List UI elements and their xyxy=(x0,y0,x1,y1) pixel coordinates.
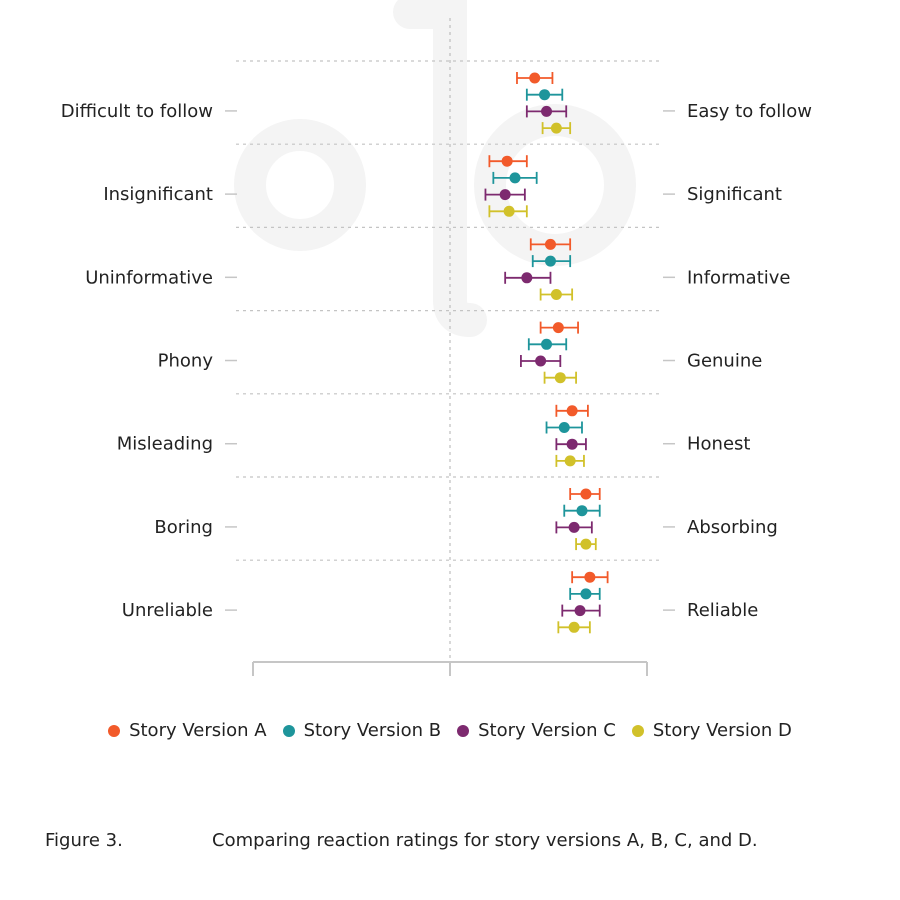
data-point xyxy=(541,105,553,117)
data-point xyxy=(568,521,580,533)
data-point xyxy=(580,588,592,600)
data-point xyxy=(544,255,556,267)
data-point xyxy=(552,322,564,334)
legend-marker xyxy=(457,724,470,737)
data-point xyxy=(580,488,592,500)
grid: Difficult to follow Easy to follow Insigni… xyxy=(61,18,812,676)
data-point xyxy=(566,405,578,417)
legend-item: Story Version D xyxy=(631,720,792,741)
scale-label-low: Difficult to follow xyxy=(61,101,213,122)
legend-label: Story Version D xyxy=(652,720,792,741)
watermark-logo xyxy=(234,0,636,337)
scale-label-high: Informative xyxy=(687,267,791,288)
chart-marks xyxy=(484,72,609,634)
data-point xyxy=(566,438,578,450)
legend-label: Story Version C xyxy=(478,720,616,741)
figure-caption: Figure 3. Comparing reaction ratings for … xyxy=(45,830,865,851)
scale-label-low: Unreliable xyxy=(122,600,213,621)
data-point xyxy=(541,338,553,350)
scale-label-low: Misleading xyxy=(117,434,213,455)
data-point xyxy=(554,372,566,384)
scale-label-low: Boring xyxy=(154,517,213,538)
data-point xyxy=(550,289,562,300)
legend-item: Story Version A xyxy=(108,720,267,741)
legend-item: Story Version C xyxy=(457,720,616,741)
data-point xyxy=(580,538,592,550)
scale-label-high: Absorbing xyxy=(687,517,778,538)
data-point xyxy=(544,238,556,250)
data-point xyxy=(576,505,588,517)
legend-marker xyxy=(631,724,644,737)
data-point xyxy=(574,605,586,617)
scale-label-high: Reliable xyxy=(687,600,758,621)
scale-label-high: Significant xyxy=(687,184,782,205)
scale-label-high: Easy to follow xyxy=(687,101,812,122)
data-point xyxy=(550,122,562,134)
data-point xyxy=(529,72,541,84)
data-point xyxy=(521,272,533,284)
caption-label: Figure 3. xyxy=(45,830,123,851)
legend-marker xyxy=(282,724,295,737)
data-point xyxy=(539,89,551,101)
scale-label-high: Genuine xyxy=(687,351,762,372)
scale-label-high: Honest xyxy=(687,434,750,455)
scale-label-low: Uninformative xyxy=(85,267,213,288)
legend-marker xyxy=(108,724,121,737)
data-point xyxy=(584,571,596,583)
caption-text: Comparing reaction ratings for story ver… xyxy=(212,830,758,851)
data-point xyxy=(503,205,515,217)
legend-label: Story Version A xyxy=(129,720,267,741)
legend: Story Version A Story Version B Story Vers… xyxy=(0,720,900,741)
legend-label: Story Version B xyxy=(303,720,442,741)
scale-label-low: Phony xyxy=(158,351,214,372)
data-point xyxy=(564,455,576,467)
data-point xyxy=(535,355,547,367)
legend-item: Story Version B xyxy=(282,720,442,741)
data-point xyxy=(501,155,513,167)
data-point xyxy=(558,422,570,433)
scale-label-low: Insignificant xyxy=(103,184,213,205)
data-point xyxy=(509,172,521,184)
data-point xyxy=(499,189,511,201)
data-point xyxy=(568,621,580,633)
